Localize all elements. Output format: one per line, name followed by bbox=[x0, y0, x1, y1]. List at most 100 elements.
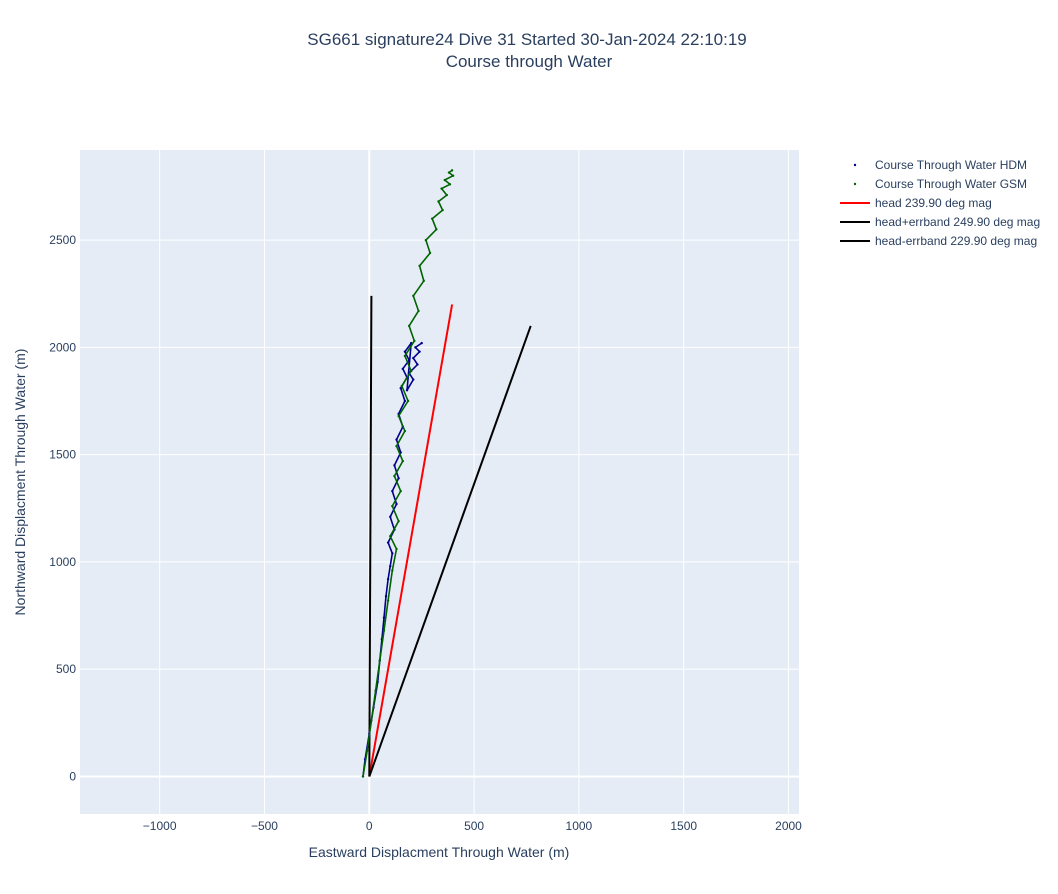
data-point bbox=[412, 378, 415, 381]
series-3 bbox=[368, 325, 532, 777]
y-tick-label: 2500 bbox=[49, 233, 76, 247]
legend[interactable]: Course Through Water HDM Course Through W… bbox=[840, 158, 1040, 248]
data-point bbox=[428, 251, 432, 255]
data-point bbox=[391, 552, 394, 555]
data-point bbox=[386, 577, 390, 581]
legend-label: Course Through Water GSM bbox=[875, 177, 1027, 191]
data-point bbox=[397, 477, 400, 480]
data-point bbox=[403, 399, 407, 403]
series-trace bbox=[362, 342, 423, 777]
x-axis-ticks: −1000 −500 0 500 1000 1500 2000 bbox=[143, 819, 802, 833]
chart-title: SG661 signature24 Dive 31 Started 30-Jan… bbox=[307, 30, 746, 71]
data-point bbox=[401, 367, 405, 371]
data-point bbox=[365, 749, 369, 752]
data-point bbox=[382, 616, 386, 619]
series-1 bbox=[361, 169, 455, 778]
data-point bbox=[420, 341, 423, 345]
data-point bbox=[412, 294, 415, 298]
x-axis-title: Eastward Displacment Through Water (m) bbox=[309, 844, 570, 860]
data-point bbox=[374, 689, 377, 692]
x-tick-label: 0 bbox=[366, 819, 373, 833]
data-point bbox=[391, 504, 394, 508]
data-point bbox=[400, 384, 403, 388]
data-point bbox=[414, 346, 417, 349]
data-series bbox=[361, 169, 532, 778]
data-point bbox=[403, 429, 407, 433]
legend-item[interactable]: Course Through Water GSM bbox=[853, 177, 1027, 191]
y-tick-label: 1000 bbox=[49, 555, 76, 569]
y-axis-title: Northward Displacment Through Water (m) bbox=[12, 349, 28, 616]
legend-item[interactable]: Course Through Water HDM bbox=[853, 158, 1027, 172]
plot-area[interactable] bbox=[80, 150, 799, 814]
data-point bbox=[399, 489, 402, 493]
data-point bbox=[386, 541, 390, 544]
data-point bbox=[447, 171, 451, 174]
legend-label: Course Through Water HDM bbox=[875, 158, 1027, 172]
data-point bbox=[435, 228, 438, 231]
data-point bbox=[389, 534, 392, 538]
data-point bbox=[393, 464, 396, 467]
data-point bbox=[382, 629, 386, 632]
x-tick-label: 2000 bbox=[775, 819, 802, 833]
data-point bbox=[391, 569, 394, 572]
x-tick-label: −1000 bbox=[143, 819, 177, 833]
data-point bbox=[418, 350, 421, 353]
data-point bbox=[378, 659, 381, 662]
data-point bbox=[389, 515, 392, 519]
data-point bbox=[403, 350, 407, 353]
data-point bbox=[437, 200, 440, 203]
gridlines bbox=[80, 150, 799, 814]
legend-item[interactable]: head 239.90 deg mag bbox=[840, 196, 992, 210]
data-point bbox=[443, 178, 446, 182]
data-point bbox=[384, 595, 388, 598]
legend-label: head-errband 229.90 deg mag bbox=[875, 234, 1037, 248]
legend-item[interactable]: head+errband 249.90 deg mag bbox=[840, 215, 1040, 229]
data-point bbox=[416, 363, 419, 366]
y-tick-label: 2000 bbox=[49, 340, 76, 354]
data-point bbox=[410, 369, 413, 373]
data-point bbox=[424, 238, 428, 242]
y-axis-ticks: 0 500 1000 1500 2000 2500 bbox=[49, 233, 76, 783]
data-point bbox=[448, 183, 452, 186]
data-point bbox=[440, 187, 443, 190]
data-point bbox=[450, 169, 454, 172]
series-line bbox=[368, 295, 373, 777]
x-tick-label: 1000 bbox=[566, 819, 593, 833]
data-point bbox=[430, 217, 434, 220]
chart-subtitle: Course through Water bbox=[446, 52, 613, 71]
series-4 bbox=[368, 295, 373, 777]
data-point bbox=[389, 565, 392, 568]
data-point bbox=[451, 174, 455, 177]
data-point bbox=[406, 399, 410, 403]
legend-label: head 239.90 deg mag bbox=[875, 196, 992, 210]
y-tick-label: 1500 bbox=[49, 448, 76, 462]
data-point bbox=[391, 489, 394, 493]
data-point bbox=[395, 547, 398, 551]
legend-swatch bbox=[853, 182, 857, 186]
data-point bbox=[417, 309, 420, 313]
chart-title-line1: SG661 signature24 Dive 31 Started 30-Jan… bbox=[307, 30, 746, 49]
data-point bbox=[386, 599, 390, 602]
series-2 bbox=[368, 304, 454, 777]
data-point bbox=[445, 193, 449, 197]
data-point bbox=[407, 359, 411, 362]
data-point bbox=[395, 444, 398, 448]
x-tick-label: 500 bbox=[464, 819, 484, 833]
y-tick-label: 0 bbox=[69, 769, 76, 783]
data-point bbox=[405, 389, 409, 392]
data-point bbox=[407, 324, 411, 328]
data-point bbox=[397, 519, 400, 523]
data-point bbox=[399, 386, 402, 390]
y-tick-label: 500 bbox=[56, 662, 76, 676]
legend-item[interactable]: head-errband 229.90 deg mag bbox=[840, 234, 1037, 248]
data-point bbox=[397, 414, 400, 418]
series-line bbox=[368, 325, 532, 777]
x-tick-label: −500 bbox=[251, 819, 278, 833]
data-point bbox=[395, 502, 398, 506]
data-point bbox=[370, 719, 373, 722]
data-point bbox=[412, 356, 415, 360]
data-point bbox=[395, 438, 398, 441]
data-point bbox=[422, 279, 425, 283]
data-point bbox=[413, 339, 416, 343]
